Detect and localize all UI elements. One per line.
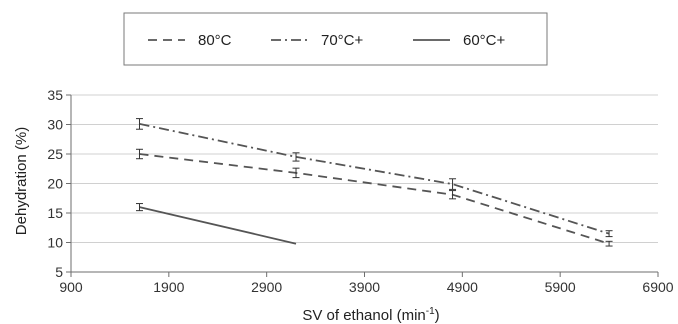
y-tick-label-3: 20 [47,176,63,192]
legend-item-1: 70°C+ [271,32,364,49]
series-line-1 [139,123,610,235]
series-line-0 [139,153,610,245]
x-tick-label-1: 1900 [153,279,184,295]
x-axis-title-main: SV of ethanol (min [302,307,425,324]
legend-frame [123,12,548,66]
y-tick-label-5: 30 [47,117,63,133]
x-tick-label-6: 6900 [642,279,673,295]
legend-label-2: 60°C+ [463,32,506,49]
legend: 80°C 70°C+ 60°C+ [123,12,548,66]
error-bar-0-0 [135,148,143,160]
x-tick-label-3: 3900 [349,279,380,295]
x-axis-title: SV of ethanol (min-1) [302,306,439,324]
series-line-2 [139,206,297,245]
error-bar-1-3 [605,230,613,238]
x-tick-label-4: 4900 [447,279,478,295]
error-bar-1-1 [292,152,300,162]
y-tick-label-4: 25 [47,146,63,162]
error-bar-1-2 [449,178,457,190]
x-tick-label-2: 2900 [251,279,282,295]
error-bar-1-0 [135,118,143,130]
y-tick-label-1: 10 [47,235,63,251]
error-bar-2-0 [135,203,143,212]
y-axis-title: Dehydration (%) [13,127,30,235]
x-tick-label-5: 5900 [545,279,576,295]
error-bar-0-3 [605,240,613,247]
x-tick-label-0: 900 [59,279,83,295]
legend-item-0: 80°C [148,32,232,49]
error-bar-0-1 [292,167,300,179]
legend-label-0: 80°C [198,32,232,49]
x-axis-title-suffix: ) [435,307,440,324]
error-bar-0-2 [449,190,457,200]
legend-item-2: 60°C+ [413,32,506,49]
y-tick-label-0: 5 [55,264,63,280]
y-tick-label-6: 35 [47,87,63,103]
legend-label-1: 70°C+ [321,32,364,49]
x-axis-title-superscript: -1 [426,306,435,317]
y-tick-label-2: 15 [47,205,63,221]
